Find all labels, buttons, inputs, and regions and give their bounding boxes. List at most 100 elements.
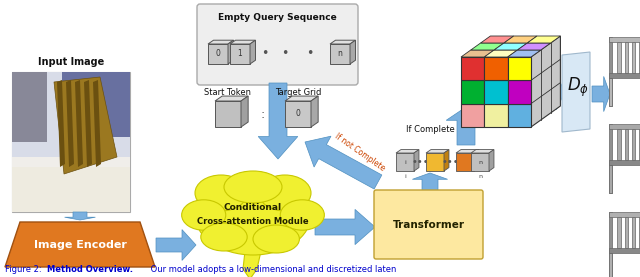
Polygon shape [494, 43, 527, 50]
Polygon shape [609, 165, 612, 193]
Text: 0: 0 [296, 109, 300, 119]
Polygon shape [632, 129, 636, 160]
Ellipse shape [195, 175, 247, 211]
Ellipse shape [253, 225, 300, 253]
Polygon shape [609, 212, 640, 217]
Text: •••: ••• [411, 157, 429, 167]
Text: n: n [478, 173, 482, 178]
Polygon shape [609, 73, 640, 78]
Polygon shape [489, 150, 494, 171]
Polygon shape [484, 57, 508, 80]
Text: Input Image: Input Image [38, 57, 104, 67]
Polygon shape [609, 248, 640, 253]
Polygon shape [12, 167, 130, 212]
Text: 0: 0 [216, 50, 220, 58]
Polygon shape [84, 80, 92, 167]
Ellipse shape [280, 200, 324, 230]
Polygon shape [531, 36, 561, 127]
Text: •: • [282, 47, 289, 60]
Polygon shape [518, 43, 550, 50]
Polygon shape [54, 77, 117, 174]
Text: Conditional: Conditional [224, 202, 282, 212]
Polygon shape [66, 80, 74, 167]
Text: Transformer: Transformer [392, 219, 465, 230]
Polygon shape [426, 153, 444, 171]
Polygon shape [5, 222, 155, 267]
Polygon shape [285, 101, 311, 127]
Text: Empty Query Sequence: Empty Query Sequence [218, 13, 337, 22]
Polygon shape [243, 251, 261, 277]
Text: •••: ••• [441, 157, 459, 167]
Polygon shape [215, 96, 248, 101]
Text: If Complete: If Complete [406, 125, 454, 134]
Polygon shape [426, 150, 449, 153]
Polygon shape [208, 40, 234, 44]
Text: Image Encoder: Image Encoder [33, 240, 127, 250]
Polygon shape [93, 80, 101, 167]
Polygon shape [632, 217, 636, 248]
Polygon shape [461, 57, 484, 80]
Polygon shape [609, 78, 612, 106]
Polygon shape [484, 80, 508, 104]
Polygon shape [456, 153, 474, 171]
Polygon shape [618, 42, 621, 73]
Polygon shape [285, 96, 318, 101]
Polygon shape [414, 150, 419, 171]
Text: i: i [404, 173, 406, 178]
Polygon shape [230, 44, 250, 64]
Polygon shape [62, 72, 130, 137]
Polygon shape [65, 212, 95, 220]
Ellipse shape [259, 175, 311, 211]
Text: Cross-attention Module: Cross-attention Module [197, 217, 309, 225]
Polygon shape [508, 50, 541, 57]
Polygon shape [618, 217, 621, 248]
FancyBboxPatch shape [12, 72, 130, 212]
Polygon shape [609, 124, 640, 129]
Polygon shape [639, 129, 640, 160]
Polygon shape [508, 104, 531, 127]
Polygon shape [471, 153, 489, 171]
Text: Method Overview.: Method Overview. [47, 265, 133, 274]
Polygon shape [250, 40, 255, 64]
Polygon shape [471, 150, 494, 153]
Ellipse shape [224, 171, 282, 203]
Text: i: i [404, 160, 406, 165]
Polygon shape [456, 150, 479, 153]
Text: n: n [478, 160, 482, 165]
Text: Figure 2:: Figure 2: [5, 265, 42, 274]
Polygon shape [230, 40, 255, 44]
Polygon shape [315, 209, 375, 245]
Text: :: : [261, 107, 265, 120]
Polygon shape [258, 83, 298, 159]
Polygon shape [609, 37, 640, 42]
Polygon shape [609, 37, 612, 106]
Polygon shape [609, 253, 612, 277]
Polygon shape [461, 50, 494, 57]
Polygon shape [396, 153, 414, 171]
FancyBboxPatch shape [197, 4, 358, 85]
Polygon shape [311, 96, 318, 127]
Polygon shape [471, 43, 504, 50]
Polygon shape [508, 80, 531, 104]
Polygon shape [446, 107, 486, 145]
Polygon shape [484, 50, 518, 57]
Polygon shape [461, 104, 484, 127]
Polygon shape [330, 44, 350, 64]
Polygon shape [625, 217, 628, 248]
Polygon shape [444, 150, 449, 171]
Polygon shape [481, 36, 514, 43]
Polygon shape [639, 42, 640, 73]
Text: •: • [261, 47, 269, 60]
Text: n: n [337, 50, 342, 58]
Polygon shape [305, 136, 382, 189]
Text: Start Token: Start Token [205, 88, 252, 97]
Text: $D_{\phi}$: $D_{\phi}$ [567, 75, 589, 99]
Polygon shape [609, 212, 612, 277]
Polygon shape [215, 101, 241, 127]
Polygon shape [75, 80, 83, 167]
Polygon shape [609, 160, 640, 165]
Polygon shape [461, 80, 484, 104]
Ellipse shape [195, 175, 311, 255]
Polygon shape [57, 80, 65, 167]
Ellipse shape [182, 200, 226, 230]
